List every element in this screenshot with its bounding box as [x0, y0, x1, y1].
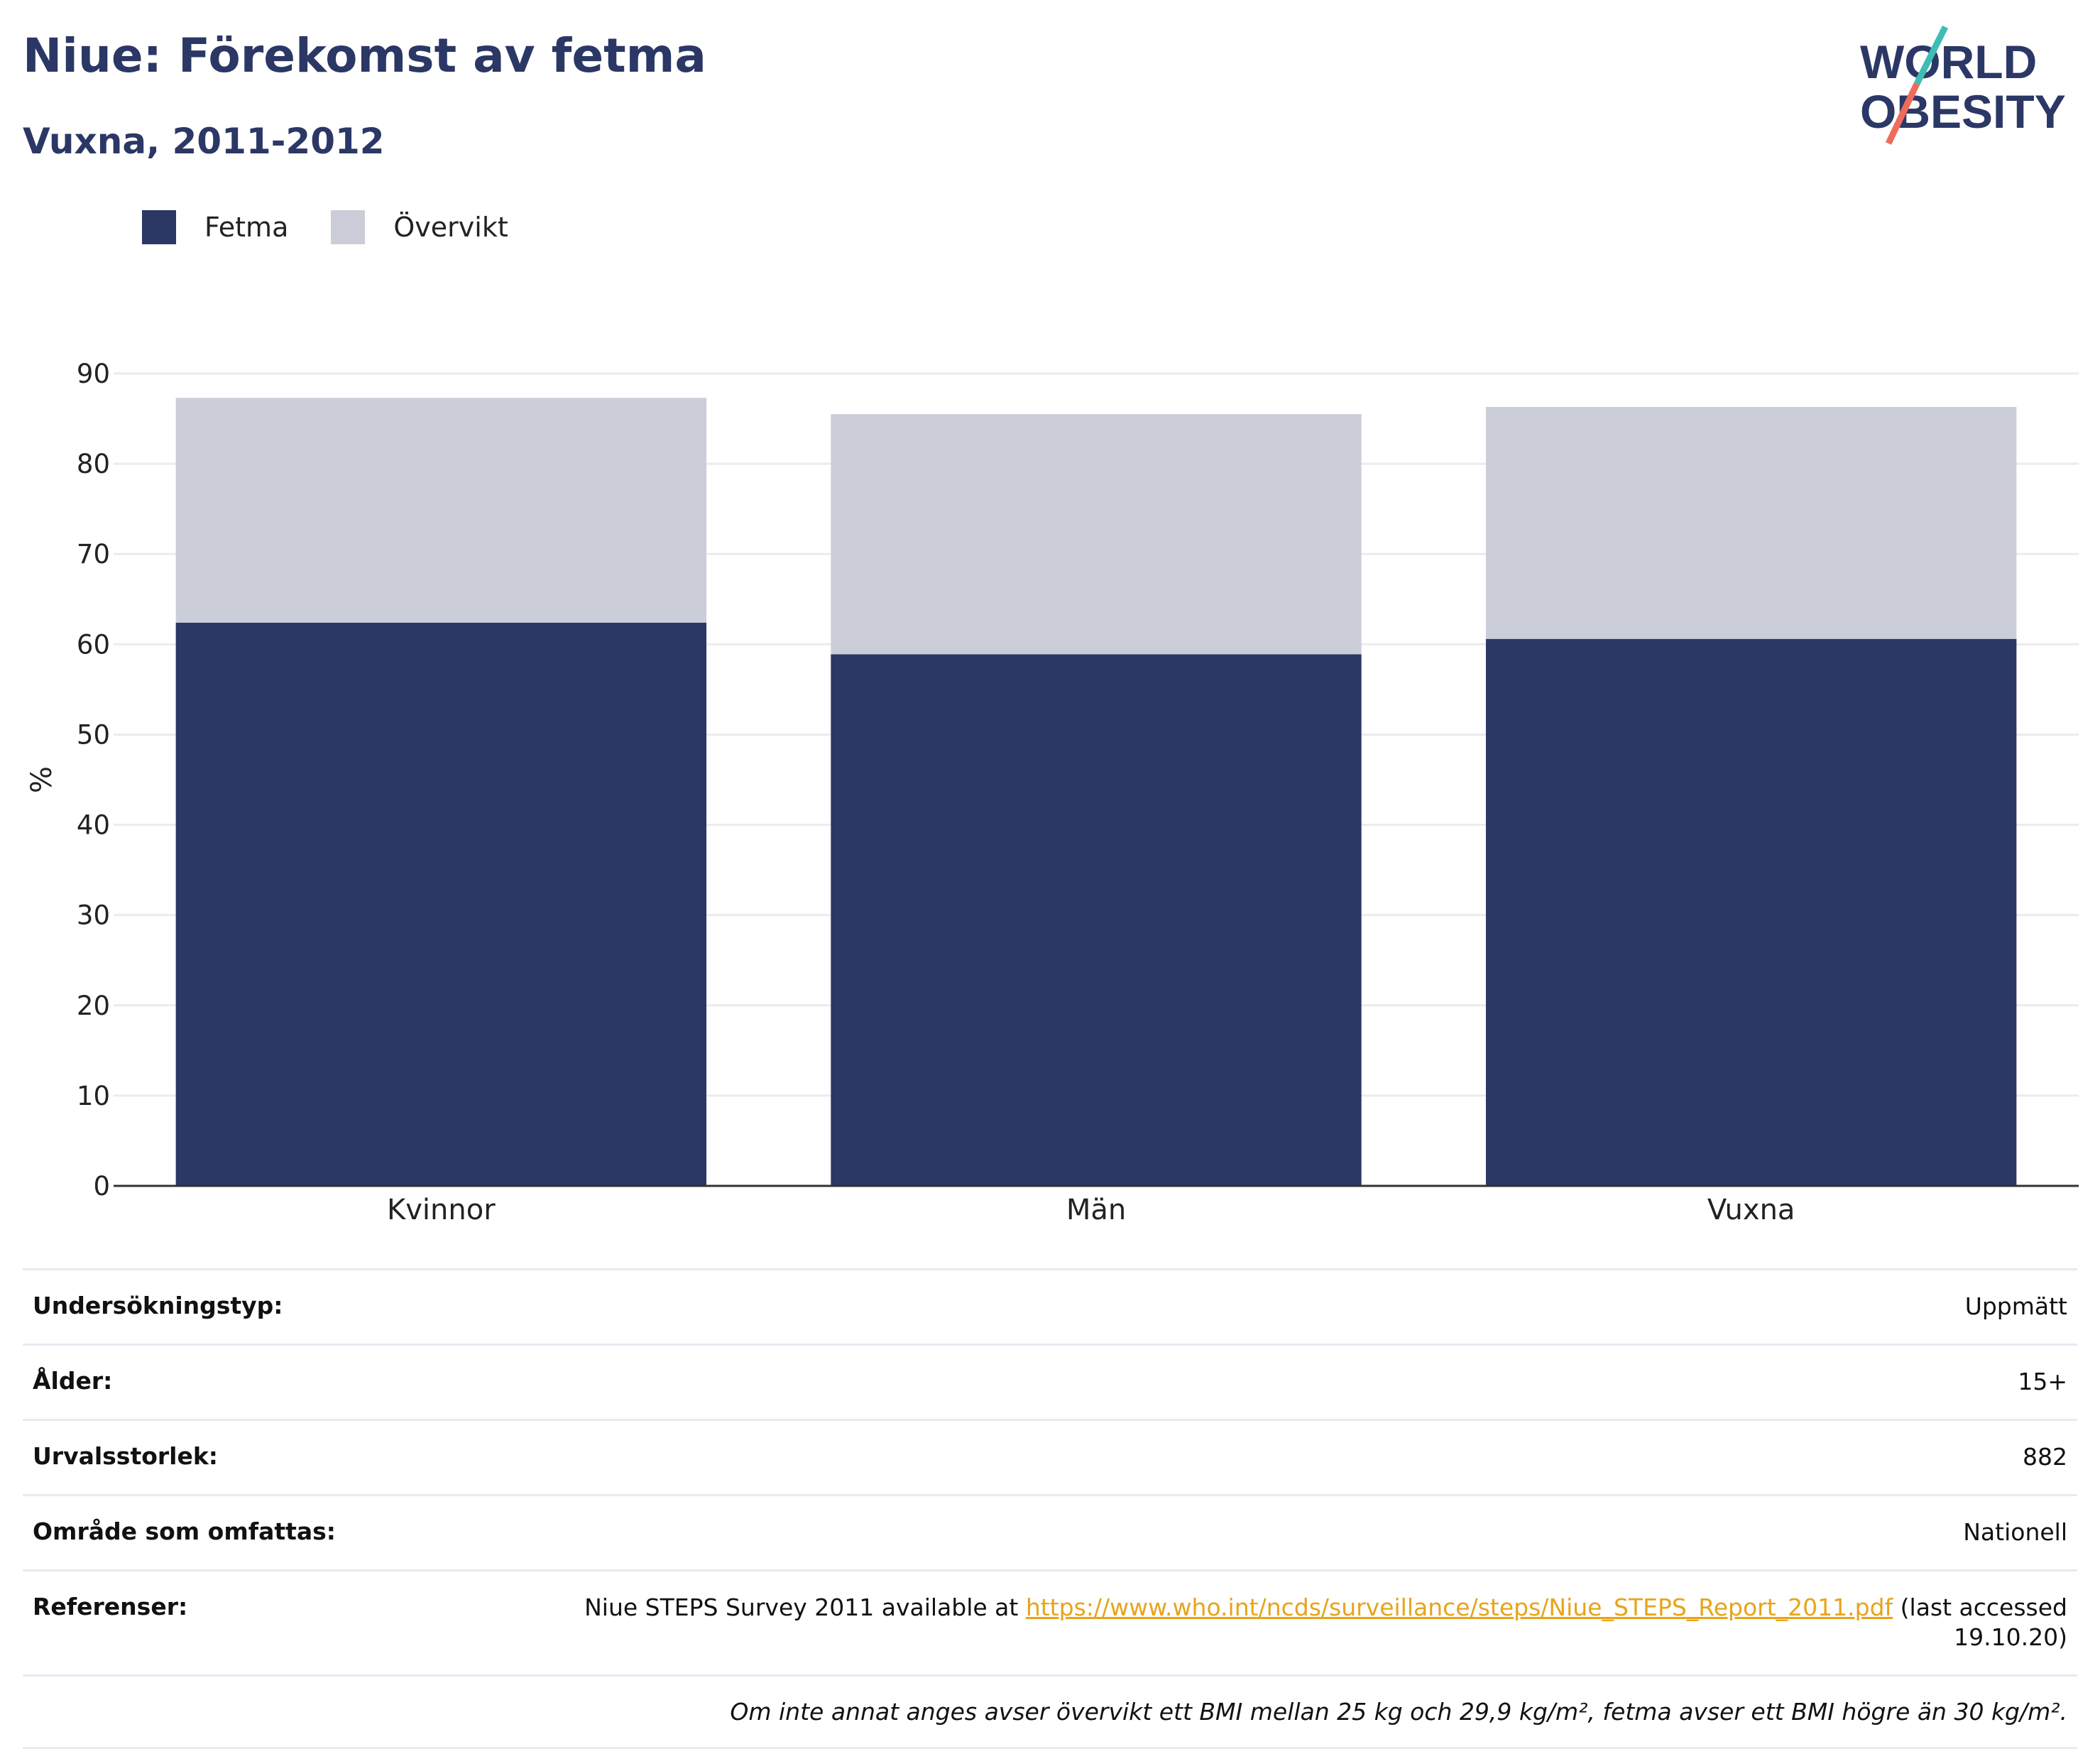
y-tick-label: 80: [77, 449, 110, 479]
y-tick-label: 20: [77, 991, 110, 1021]
logo-line2: OBESITY: [1860, 85, 2066, 138]
bar-fetma: [1485, 638, 2017, 1186]
references-value: Niue STEPS Survey 2011 available at http…: [505, 1593, 2067, 1654]
chart-subtitle: Vuxna, 2011-2012: [23, 121, 385, 162]
world-obesity-logo: WORLD OBESITY: [1860, 25, 2066, 145]
y-tick-label: 10: [77, 1081, 110, 1111]
info-row-survey-type: Undersökningstyp: Uppmätt: [23, 1268, 2077, 1344]
info-value: Uppmätt: [1964, 1292, 2067, 1320]
info-key: Område som omfattas:: [33, 1517, 337, 1545]
y-tick-label: 60: [77, 629, 110, 660]
legend-swatch-overvikt: [331, 210, 366, 244]
y-tick-label: 40: [77, 810, 110, 841]
info-row-sample-size: Urvalsstorlek: 882: [23, 1418, 2077, 1494]
y-tick-label: 50: [77, 719, 110, 750]
info-row-references: Referenser: Niue STEPS Survey 2011 avail…: [23, 1569, 2077, 1675]
info-key: Undersökningstyp:: [33, 1292, 283, 1319]
bar-overvikt: [831, 414, 1362, 655]
legend-label-fetma: Fetma: [204, 212, 289, 243]
y-tick-label: 70: [77, 539, 110, 570]
reference-suffix: (last accessed 19.10.20): [1893, 1593, 2067, 1652]
info-key: Referenser:: [33, 1592, 188, 1620]
y-tick-label: 90: [77, 359, 110, 389]
info-key: Ålder:: [33, 1366, 113, 1395]
survey-info-table: Undersökningstyp: Uppmätt Ålder: 15+ Urv…: [23, 1268, 2077, 1749]
legend-item-overvikt[interactable]: Övervikt: [331, 210, 508, 244]
chart-title: Niue: Förekomst av fetma: [23, 28, 706, 83]
bar-fetma: [831, 654, 1362, 1186]
x-tick-label: Kvinnor: [387, 1194, 496, 1226]
info-row-age: Ålder: 15+: [23, 1343, 2077, 1419]
logo-slash-teal: [1913, 25, 1949, 86]
legend-swatch-fetma: [142, 210, 176, 244]
y-tick-label: 30: [77, 900, 110, 931]
definition-note: Om inte annat anges avser övervikt ett B…: [23, 1674, 2077, 1749]
logo-slash-coral: [1885, 82, 1920, 145]
y-tick-label: 0: [93, 1171, 110, 1202]
bar-chart: 0 10 20 30 40 50 60 70 80 90% Kvinnor Män Vuxna: [26, 359, 2079, 1226]
x-tick-label: Vuxna: [1707, 1194, 1795, 1226]
info-key: Urvalsstorlek:: [33, 1442, 219, 1470]
logo-line1: WORLD: [1860, 36, 2037, 88]
bar-overvikt: [175, 398, 707, 623]
reference-link[interactable]: https://www.who.int/ncds/surveillance/st…: [1025, 1593, 1893, 1621]
bar-overvikt: [1485, 407, 2017, 639]
bar-fetma: [175, 622, 707, 1186]
info-value: Nationell: [1963, 1518, 2067, 1546]
info-value: 15+: [2018, 1367, 2067, 1395]
info-row-coverage: Område som omfattas: Nationell: [23, 1493, 2077, 1569]
reference-prefix: Niue STEPS Survey 2011 available at: [584, 1593, 1026, 1621]
x-tick-label: Män: [1066, 1194, 1126, 1226]
legend-label-overvikt: Övervikt: [393, 212, 508, 243]
legend-item-fetma[interactable]: Fetma: [142, 210, 288, 244]
info-value: 882: [2023, 1442, 2067, 1471]
y-axis-label: %: [26, 766, 58, 793]
legend: Fetma Övervikt: [142, 210, 508, 244]
